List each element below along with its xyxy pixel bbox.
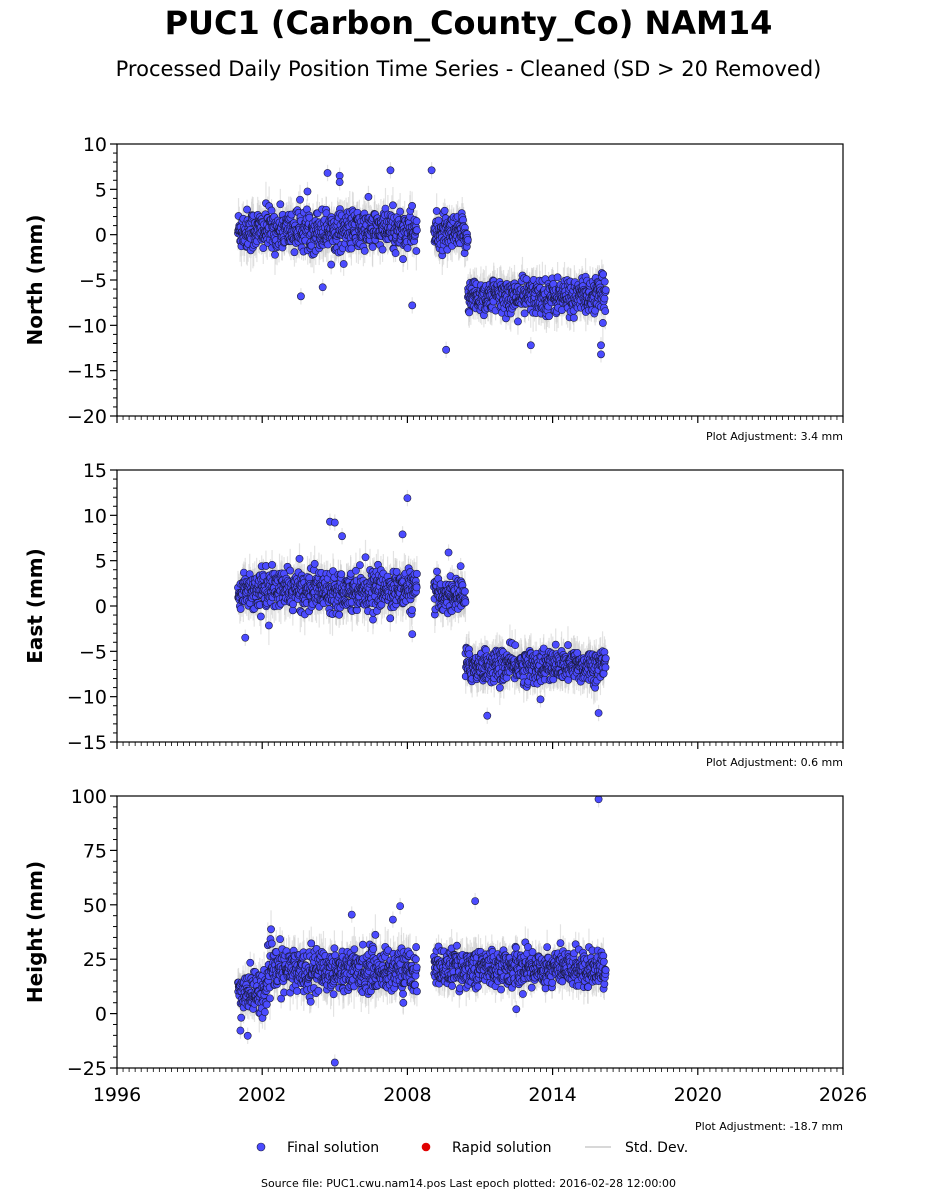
data-point — [267, 206, 276, 215]
data-point — [600, 277, 609, 286]
data-point — [408, 606, 416, 614]
data-point — [463, 236, 472, 244]
final-solution-points — [234, 166, 610, 359]
data-point — [597, 350, 605, 359]
axes-frame — [116, 143, 844, 417]
data-point — [286, 566, 295, 575]
data-point — [327, 260, 336, 269]
data-point — [412, 226, 421, 235]
data-point — [434, 216, 443, 225]
chart-subtitle: Processed Daily Position Time Series - C… — [115, 57, 822, 81]
data-point — [408, 301, 417, 310]
data-point — [289, 600, 298, 608]
data-point — [271, 250, 279, 259]
plot-adjustment-note: Plot Adjustment: 3.4 mm — [706, 430, 843, 443]
data-point — [412, 247, 421, 255]
data-point — [337, 570, 346, 579]
data-point — [399, 255, 407, 263]
data-point — [236, 605, 245, 613]
data-point — [268, 560, 276, 569]
data-point — [403, 244, 412, 253]
panel-2-data — [234, 489, 610, 724]
data-point — [339, 260, 348, 268]
data-point — [598, 319, 607, 327]
y-tick-label: −5 — [79, 270, 107, 292]
data-point — [297, 292, 305, 301]
data-point — [264, 621, 273, 630]
data-point — [347, 244, 356, 253]
y-tick-label: −15 — [67, 361, 107, 383]
data-point — [600, 294, 609, 303]
y-tick-label: 5 — [95, 179, 107, 201]
data-point — [386, 614, 395, 623]
data-point — [356, 561, 364, 570]
data-point — [364, 192, 373, 201]
data-point — [553, 273, 562, 282]
std-dev-bars — [237, 162, 607, 363]
data-point — [545, 312, 553, 320]
data-point — [276, 200, 285, 209]
data-point — [369, 615, 377, 624]
data-point — [601, 286, 610, 294]
data-point — [391, 249, 400, 258]
data-point — [386, 166, 395, 175]
data-point — [432, 207, 441, 215]
data-point — [514, 317, 522, 326]
y-axis-label: North (mm) — [23, 214, 47, 345]
data-point — [520, 309, 529, 318]
y-tick-label: 0 — [95, 225, 107, 247]
data-point — [599, 270, 608, 279]
chart-title: PUC1 (Carbon_County_Co) NAM14 — [164, 4, 773, 42]
data-point — [368, 243, 377, 251]
data-point — [396, 207, 405, 216]
data-point — [392, 567, 401, 576]
data-point — [408, 202, 416, 210]
final-solution-points — [234, 494, 610, 720]
data-point — [465, 650, 474, 659]
data-point — [303, 187, 312, 196]
data-point — [601, 307, 610, 316]
panel-1-data — [234, 162, 610, 363]
data-point — [259, 244, 268, 252]
data-point — [361, 553, 370, 562]
data-point — [318, 283, 327, 292]
y-tick-label: −20 — [67, 406, 107, 428]
data-point — [243, 205, 251, 214]
y-tick-label: −10 — [67, 315, 107, 337]
data-point — [335, 178, 344, 186]
data-point — [296, 195, 304, 204]
data-point — [310, 559, 319, 568]
data-point — [412, 583, 421, 592]
data-point — [290, 248, 299, 257]
data-point — [427, 166, 436, 175]
data-point — [461, 598, 470, 607]
data-point — [442, 345, 451, 354]
data-point — [440, 206, 449, 215]
data-point — [352, 566, 360, 575]
panel-1: 10 5 0 −5 −10 −15 −20 North (mm) Plot Adjustment… — [23, 134, 844, 443]
data-point — [569, 313, 578, 322]
data-point — [526, 341, 535, 350]
data-point — [378, 245, 387, 254]
data-point — [335, 610, 344, 619]
data-point — [360, 247, 369, 255]
data-point — [597, 341, 605, 350]
data-point — [412, 569, 421, 578]
data-point — [433, 567, 441, 576]
data-point — [305, 213, 314, 222]
data-point — [460, 587, 469, 596]
y-tick-label: 10 — [83, 134, 107, 156]
data-point — [256, 612, 265, 621]
data-point — [412, 217, 421, 225]
data-point — [295, 554, 304, 563]
data-point — [323, 169, 332, 177]
data-point — [465, 308, 474, 317]
data-point — [389, 201, 397, 210]
